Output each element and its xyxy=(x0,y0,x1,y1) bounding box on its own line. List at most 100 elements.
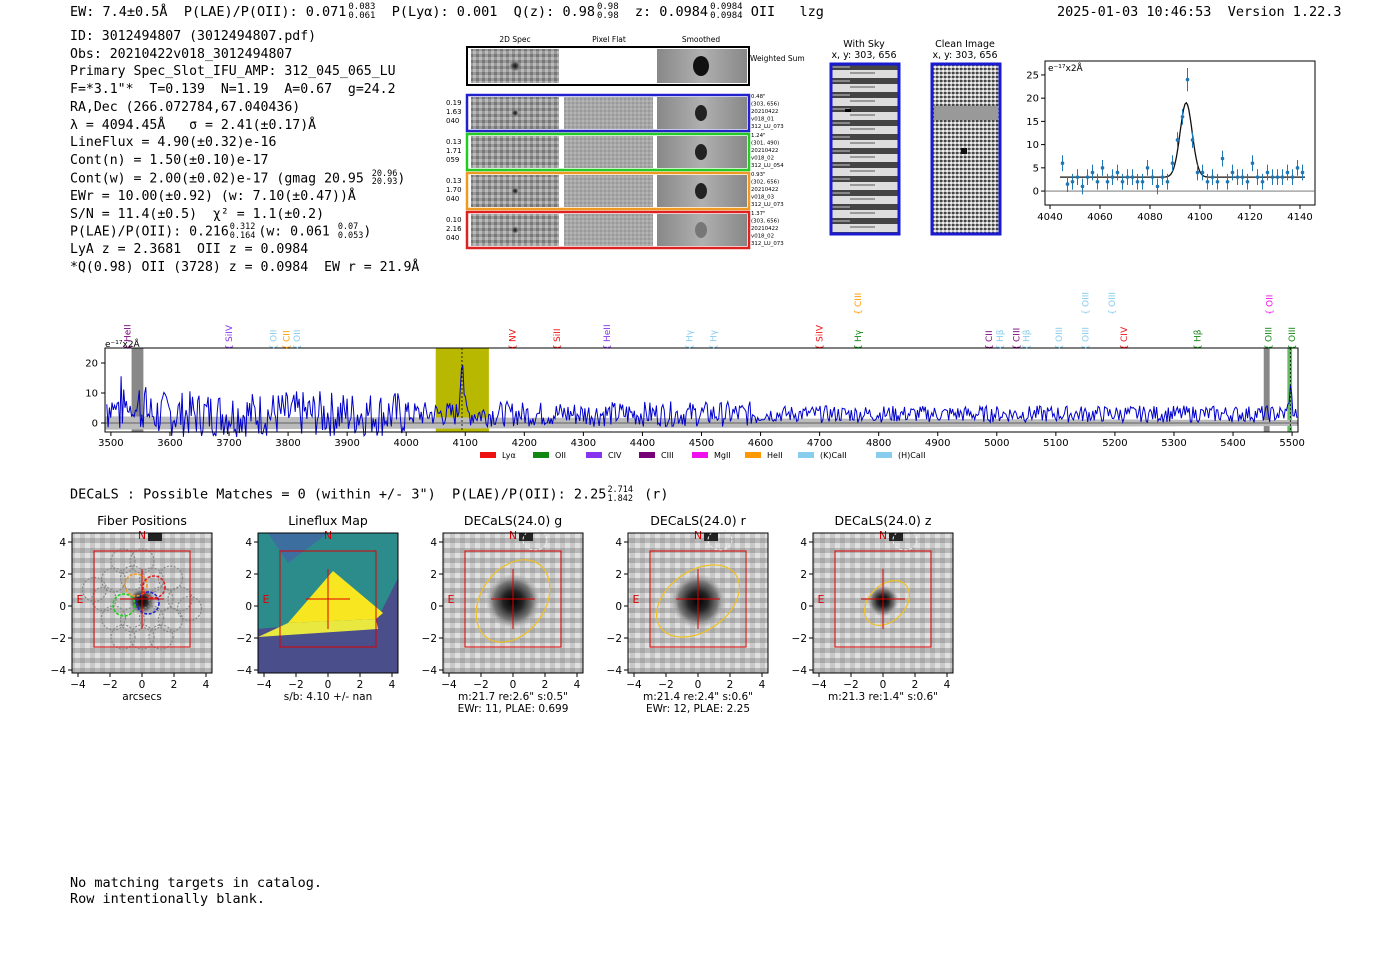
north-label: N xyxy=(138,529,146,542)
legend-swatch xyxy=(692,452,708,458)
decals-lo: 1.842 xyxy=(607,493,634,504)
cutout-right-label: 20210422 xyxy=(751,148,778,154)
panel-caption: EWr: 12, PLAE: 2.25 xyxy=(646,703,750,715)
full-spectrum-chart: e⁻¹⁷x2Å 3500 3600 3700 3800 3900 4000 4100 4200… xyxy=(85,292,1305,460)
aperture-box xyxy=(834,550,932,648)
source-ellipse xyxy=(475,559,551,643)
panel-x-tick-label: 2 xyxy=(542,679,549,691)
cutout-pixelflat xyxy=(564,97,653,129)
fiber-circle xyxy=(167,586,193,612)
fit-y-tick-label: 0 xyxy=(1033,187,1039,198)
spectrum-line-marker-brace: { xyxy=(123,344,133,350)
north-label: N xyxy=(694,529,702,542)
fit-data-point xyxy=(1130,175,1135,179)
east-label: E xyxy=(77,593,84,606)
spectrum-line-marker-brace: { xyxy=(816,344,826,350)
panel-y-tick-label: −2 xyxy=(607,633,622,645)
spectrum-x-tick-label: 4500 xyxy=(689,438,714,449)
cutout-source xyxy=(511,226,519,234)
spectrum-line-marker-label: SiIV xyxy=(816,324,826,342)
panel-x-tick-label: −2 xyxy=(843,679,858,691)
spectrum-units: e⁻¹⁷x2Å xyxy=(105,338,141,350)
neighbor-source xyxy=(519,533,533,541)
version: Version 1.22.3 xyxy=(1227,4,1342,20)
fit-data-point xyxy=(1240,175,1245,179)
panel-x-tick-label: −4 xyxy=(626,679,642,691)
neighbor-ellipse xyxy=(892,529,918,551)
spectrum-line-marker-label: OII xyxy=(293,330,303,342)
fit-data-point xyxy=(1205,179,1210,184)
spectrum-line-marker-brace: { xyxy=(985,344,995,350)
decals-summary: DECaLS : Possible Matches = 0 (within +/… xyxy=(70,486,669,503)
cutout-left-label: 059 xyxy=(446,156,459,164)
spectrum-line-marker-brace: { xyxy=(293,344,303,350)
fit-data-point xyxy=(1295,166,1300,170)
info-gmag-lo: 20.93 xyxy=(371,177,398,188)
detection-info: ID: 3012494807 (3012494807.pdf) Obs: 2021… xyxy=(70,28,419,277)
col-label-pixelflat: Pixel Flat xyxy=(592,35,626,44)
fit-data-point xyxy=(1140,179,1145,184)
panel-x-tick-label: 4 xyxy=(574,679,581,691)
spectrum-line-marker-brace: { xyxy=(1022,344,1032,350)
fit-data-point xyxy=(1080,184,1085,189)
panel-x-tick-label: 2 xyxy=(357,679,364,691)
lineflux-dark-region xyxy=(268,533,328,563)
cutout-source xyxy=(511,109,519,117)
fit-y-tick-label: 20 xyxy=(1026,94,1039,105)
info-plae-end: ) xyxy=(363,224,372,240)
fit-data-point xyxy=(1125,175,1130,179)
info-id: ID: 3012494807 (3012494807.pdf) xyxy=(70,29,317,44)
legend-swatch xyxy=(745,452,761,458)
with-sky-title: With Sky xyxy=(843,39,885,50)
legend-label: Lyα xyxy=(502,451,516,460)
fit-y-tick-label: 25 xyxy=(1026,70,1039,81)
fit-data-point xyxy=(1225,179,1230,184)
legend-swatch xyxy=(586,452,602,458)
east-label: E xyxy=(818,593,825,606)
spectrum-x-tick-label: 4600 xyxy=(748,438,773,449)
panel-y-tick-label: 4 xyxy=(615,537,622,549)
cutout-right-label: v018_01 xyxy=(751,117,774,123)
fit-data-point xyxy=(1235,175,1240,179)
fit-data-point xyxy=(1210,175,1215,179)
legend-swatch xyxy=(876,452,892,458)
aperture-box xyxy=(93,550,191,648)
panel-x-tick-label: 2 xyxy=(171,679,178,691)
spectrum-mask-left xyxy=(131,348,144,432)
header-summary: EW: 7.4±0.5Å P(LAE)/P(OII): 0.071 0.083 0.… xyxy=(70,3,824,21)
fiber-circle-highlight xyxy=(136,591,160,615)
info-params: F=*3.1"* T=0.139 N=1.19 A=0.67 g=24.2 xyxy=(70,82,396,98)
decals-hi: 2.714 xyxy=(607,485,634,495)
spectrum-x-tick-label: 4400 xyxy=(630,438,655,449)
spectrum-line-marker-label: SiIV xyxy=(225,324,235,342)
aperture-box xyxy=(464,550,562,648)
cutout-smoothed-source xyxy=(695,183,707,199)
legend-swatch xyxy=(480,452,496,458)
fit-x-tick-label: 4120 xyxy=(1237,212,1262,223)
panel-caption: m:21.4 re:2.4" s:0.6" xyxy=(643,691,753,703)
panel-caption: s/b: 4.10 +/- nan xyxy=(284,691,372,703)
header-meta: 2025-01-03 10:46:53 Version 1.22.3 xyxy=(1057,4,1342,20)
info-lineflux: LineFlux = 4.90(±0.32)e-16 xyxy=(70,135,277,151)
cutout-right-label: 312_LU_073 xyxy=(751,202,784,208)
fit-data-point xyxy=(1215,179,1220,184)
spectrum-line-marker-brace: { xyxy=(854,344,864,350)
panel-x-tick-label: 4 xyxy=(389,679,396,691)
info-cont-w-end: ) xyxy=(397,171,406,187)
spectrum-line-marker-label: CIII xyxy=(1012,328,1022,342)
spectrum-line-marker-brace: { xyxy=(996,344,1006,350)
header-q-hi: 0.98 xyxy=(596,2,619,12)
clean-image-title: Clean Image xyxy=(935,39,995,50)
fit-data-point xyxy=(1070,179,1075,184)
panel-x-tick-label: 0 xyxy=(139,679,146,691)
info-lambda: λ = 4094.45Å σ = 2.41(±0.17)Å xyxy=(70,117,317,133)
sky-images: With Sky x, y: 303, 656 Clean Image x, y… xyxy=(829,39,1002,236)
fiber-circle-highlight xyxy=(112,593,136,617)
cutout-left-label: 0.10 xyxy=(446,216,462,224)
col-label-2dspec: 2D Spec xyxy=(499,35,530,44)
panel-x-tick-label: −4 xyxy=(811,679,827,691)
panel-y-tick-label: −4 xyxy=(51,665,67,677)
fit-data-point xyxy=(1115,170,1120,175)
neighbor-source xyxy=(148,533,162,541)
panel-x-tick-label: −2 xyxy=(288,679,303,691)
